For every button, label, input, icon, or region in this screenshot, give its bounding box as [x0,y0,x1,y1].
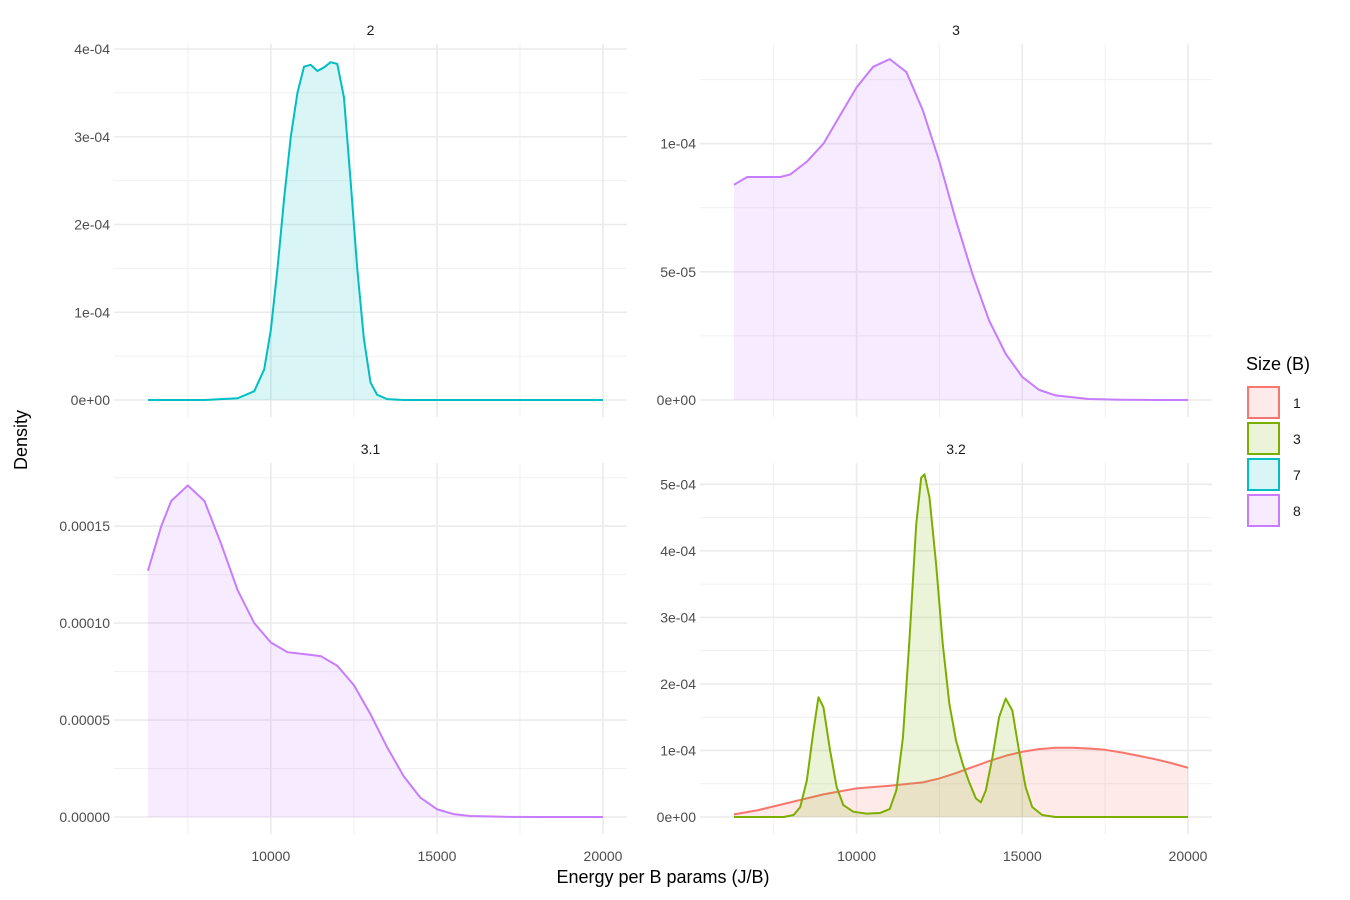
x-axis-title: Energy per B params (J/B) [556,867,769,887]
legend-item-size-8: 8 [1247,494,1301,527]
panel-2-density-area-size-7 [147,62,603,400]
panel-3-1-x-tick-label: 10000 [251,848,290,864]
panel-2-y-tick-label: 2e-04 [74,217,110,233]
panel-2-y-tick-label: 1e-04 [74,304,110,320]
panel-3-2-y-tick-label: 5e-04 [660,476,696,492]
panel-3-1-y-tick-label: 0.00005 [59,712,110,728]
legend-title: Size (B) [1246,354,1310,374]
panel-3: 3 0e+00 5e-05 1e-04 [657,22,1212,417]
panel-3-density-area-size-8 [733,59,1188,400]
legend-label-size-3: 3 [1293,431,1301,447]
panel-3-grid [700,44,1212,417]
panel-3-y-tick-label: 0e+00 [657,392,697,408]
legend-label-size-8: 8 [1293,503,1301,519]
panel-3-2-density-area-size-1 [733,747,1188,817]
panel-3-2-grid [700,463,1212,834]
panel-3-y-tick-label: 1e-04 [660,136,696,152]
panel-3-2-y-tick-label: 3e-04 [660,609,696,625]
panel-3-1-y-tick-label: 0.00000 [59,809,110,825]
panel-2: 2 0e+00 1e-04 2e-04 3e-04 4e-04 [71,22,627,417]
legend-item-size-7: 7 [1247,458,1301,491]
legend-key-size-3 [1247,422,1280,455]
panel-2-grid [114,44,627,417]
panel-3-1-x-tick-label: 20000 [584,848,623,864]
panel-3-2-strip-label: 3.2 [946,441,966,457]
panel-3-2-x-tick-label: 20000 [1169,848,1208,864]
panel-3-y-tick-label: 5e-05 [660,264,696,280]
panel-3-2-y-tick-label: 0e+00 [657,809,697,825]
panel-3-1-x-tick-label: 15000 [417,848,456,864]
legend-item-size-1: 1 [1247,386,1301,419]
panel-3-1-density-area-size-8 [147,485,603,817]
panel-3-2-density-line-size-3 [733,473,1188,818]
panel-3-1-y-tick-label: 0.00010 [59,615,110,631]
legend-item-size-3: 3 [1247,422,1301,455]
panel-3-2-x-tick-label: 10000 [837,848,876,864]
panel-2-strip-label: 2 [367,22,375,38]
panel-2-y-tick-label: 4e-04 [74,41,110,57]
legend-label-size-1: 1 [1293,395,1301,411]
panel-2-y-tick-label: 3e-04 [74,129,110,145]
panel-3-strip-label: 3 [952,22,960,38]
panel-3-2-x-tick-label: 15000 [1003,848,1042,864]
panel-3-density-line-size-8 [733,58,1188,401]
panel-3-2-y-tick-label: 1e-04 [660,742,696,758]
panel-3-1-y-tick-label: 0.00015 [59,518,110,534]
panel-3-1-density-line-size-8 [147,484,603,818]
legend-key-size-7 [1247,458,1280,491]
legend: Size (B) 1 3 7 8 [1246,354,1310,527]
panel-3-2: 3.2 0e+00 1e-04 2e-04 3e-04 4e-04 5e-04 10000 15… [657,441,1212,864]
panel-3-2-density-line-size-1 [733,746,1189,816]
panel-2-y-tick-label: 0e+00 [71,392,111,408]
panel-3-2-y-tick-label: 4e-04 [660,543,696,559]
panel-3-1-strip-label: 3.1 [361,441,381,457]
legend-key-size-8 [1247,494,1280,527]
panel-2-density-line-size-7 [147,61,603,401]
panel-3-1: 3.1 0.00000 0.00005 0.00010 0.00015 10000 1500… [59,441,627,864]
legend-key-size-1 [1247,386,1280,419]
y-axis-title: Density [11,410,31,470]
panel-3-2-y-tick-label: 2e-04 [660,676,696,692]
legend-label-size-7: 7 [1293,467,1301,483]
